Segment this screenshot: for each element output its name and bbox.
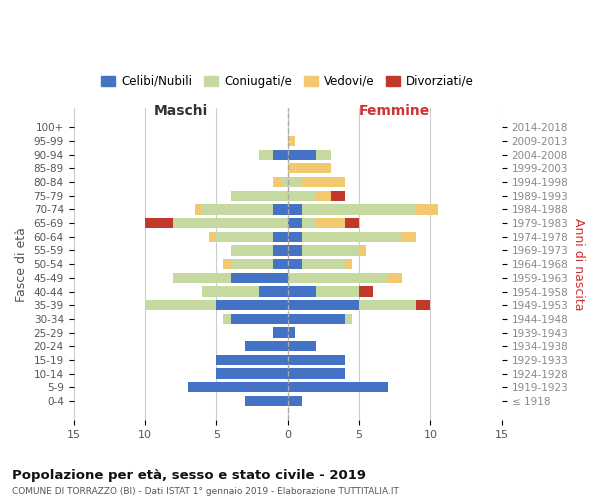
Bar (345, 259, 352, 270)
Bar (287, 246, 302, 256)
Bar (173, 272, 230, 283)
Bar (287, 396, 302, 406)
Bar (217, 368, 287, 378)
Bar (287, 272, 388, 283)
Bar (287, 150, 316, 160)
Bar (202, 286, 259, 296)
Bar (230, 246, 274, 256)
Bar (230, 190, 287, 201)
Bar (287, 232, 302, 242)
Bar (259, 286, 287, 296)
Bar (345, 314, 352, 324)
Bar (302, 232, 402, 242)
Bar (145, 218, 173, 228)
Bar (359, 246, 366, 256)
Bar (274, 328, 287, 338)
Text: Popolazione per età, sesso e stato civile - 2019: Popolazione per età, sesso e stato civil… (12, 470, 366, 482)
Bar (302, 218, 316, 228)
Bar (274, 177, 281, 187)
Bar (217, 232, 274, 242)
Text: Maschi: Maschi (154, 104, 208, 118)
Bar (359, 286, 373, 296)
Bar (145, 300, 217, 310)
Bar (274, 259, 287, 270)
Bar (287, 190, 316, 201)
Text: Femmine: Femmine (359, 104, 430, 118)
Bar (287, 204, 302, 214)
Bar (316, 286, 359, 296)
Bar (274, 204, 287, 214)
Bar (287, 368, 345, 378)
Y-axis label: Fasce di età: Fasce di età (15, 226, 28, 302)
Bar (230, 272, 287, 283)
Bar (287, 218, 302, 228)
Bar (287, 314, 345, 324)
Bar (223, 314, 230, 324)
Bar (388, 272, 402, 283)
Bar (416, 204, 437, 214)
Bar (316, 150, 331, 160)
Bar (287, 328, 295, 338)
Bar (245, 341, 287, 351)
Bar (416, 300, 430, 310)
Bar (217, 355, 287, 365)
Bar (331, 190, 345, 201)
Bar (217, 300, 287, 310)
Bar (345, 218, 359, 228)
Bar (173, 218, 287, 228)
Bar (245, 396, 287, 406)
Bar (274, 246, 287, 256)
Bar (223, 259, 230, 270)
Bar (274, 150, 287, 160)
Bar (195, 204, 202, 214)
Bar (287, 382, 388, 392)
Bar (287, 286, 316, 296)
Bar (287, 355, 345, 365)
Bar (287, 136, 295, 146)
Bar (359, 300, 416, 310)
Bar (202, 204, 274, 214)
Bar (302, 204, 416, 214)
Bar (287, 341, 316, 351)
Legend: Celibi/Nubili, Coniugati/e, Vedovi/e, Divorziati/e: Celibi/Nubili, Coniugati/e, Vedovi/e, Di… (97, 70, 479, 92)
Bar (316, 218, 345, 228)
Bar (259, 150, 274, 160)
Bar (287, 163, 331, 173)
Bar (287, 259, 302, 270)
Bar (302, 177, 345, 187)
Bar (230, 259, 274, 270)
Bar (209, 232, 217, 242)
Bar (302, 246, 359, 256)
Bar (402, 232, 416, 242)
Bar (316, 190, 331, 201)
Bar (287, 300, 359, 310)
Bar (302, 259, 345, 270)
Bar (287, 177, 302, 187)
Bar (274, 232, 287, 242)
Bar (281, 177, 287, 187)
Bar (188, 382, 287, 392)
Bar (230, 314, 287, 324)
Text: COMUNE DI TORRAZZO (BI) - Dati ISTAT 1° gennaio 2019 - Elaborazione TUTTITALIA.I: COMUNE DI TORRAZZO (BI) - Dati ISTAT 1° … (12, 487, 399, 496)
Y-axis label: Anni di nascita: Anni di nascita (572, 218, 585, 310)
